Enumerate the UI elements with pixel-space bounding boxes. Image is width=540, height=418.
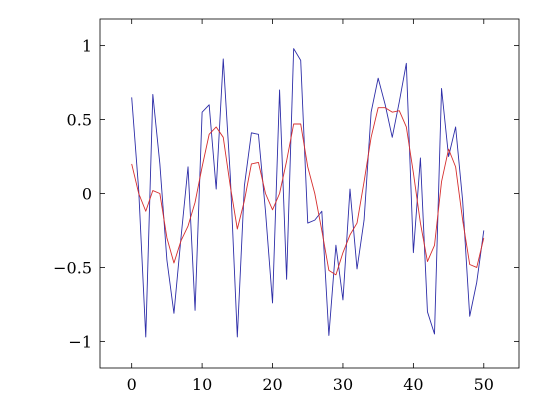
x-tick-label: 50 — [474, 375, 494, 394]
x-tick-label: 40 — [403, 375, 423, 394]
series-line-2 — [131, 107, 485, 276]
y-tick-label: 0 — [82, 185, 92, 204]
series-layer — [131, 48, 485, 338]
y-tick-label: 0.5 — [67, 111, 92, 130]
x-tick-label: 10 — [192, 375, 212, 394]
x-tick-label: 20 — [262, 375, 282, 394]
x-tick-label: 30 — [333, 375, 353, 394]
x-tick-label: 0 — [127, 375, 137, 394]
plot-frame — [99, 18, 520, 369]
series-line-1 — [131, 48, 485, 338]
y-tick-label: −1 — [68, 332, 92, 351]
ticks-layer: 0 10 20 30 40 50 1 0.5 0 −0.5 −1 — [53, 19, 519, 394]
y-tick-label: 1 — [82, 37, 92, 56]
y-tick-label: −0.5 — [53, 258, 92, 277]
